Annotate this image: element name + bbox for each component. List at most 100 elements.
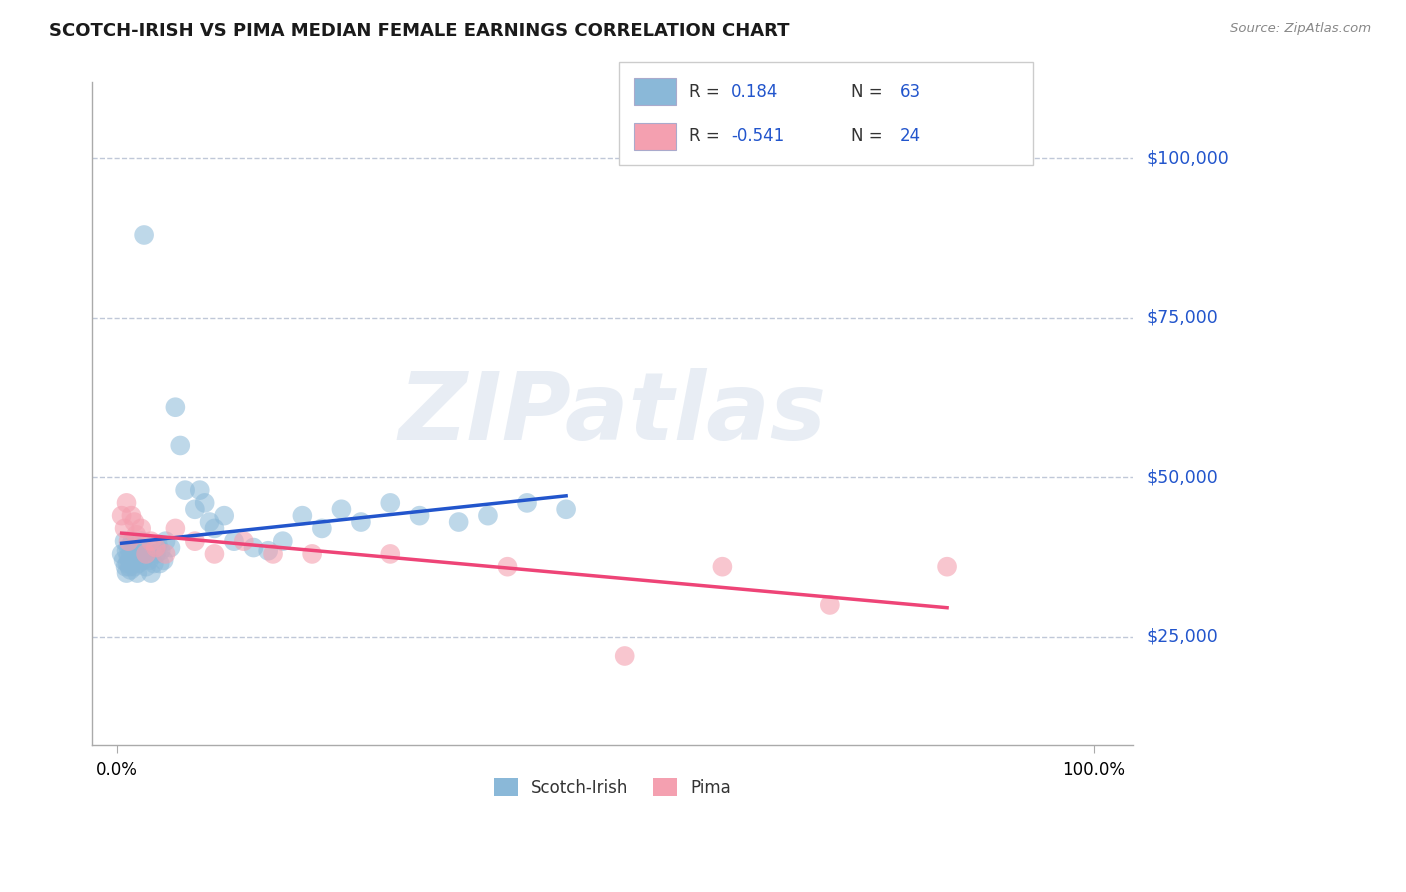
Point	[165, 401, 187, 415]
Point	[818, 598, 841, 612]
Legend: Scotch-Irish, Pima: Scotch-Irish, Pima	[488, 772, 737, 804]
Point	[120, 557, 142, 571]
Point	[271, 534, 294, 549]
Point	[242, 541, 264, 555]
Point	[120, 547, 142, 561]
Text: 63: 63	[900, 83, 921, 101]
Point	[125, 547, 148, 561]
Text: ZIPatlas: ZIPatlas	[398, 368, 827, 459]
Point	[124, 543, 146, 558]
Point	[145, 541, 167, 555]
Point	[120, 553, 142, 567]
Point	[124, 553, 146, 567]
Text: R =: R =	[689, 83, 725, 101]
Point	[118, 559, 141, 574]
Point	[212, 508, 235, 523]
Point	[174, 483, 197, 497]
Point	[330, 502, 353, 516]
Point	[129, 541, 152, 555]
Text: 24: 24	[900, 128, 921, 145]
Point	[155, 534, 177, 549]
Point	[262, 547, 284, 561]
Point	[114, 534, 136, 549]
Point	[188, 483, 211, 497]
Point	[129, 521, 152, 535]
Text: -0.541: -0.541	[731, 128, 785, 145]
Point	[120, 563, 142, 577]
Point	[146, 537, 169, 551]
Point	[155, 547, 177, 561]
Point	[115, 566, 138, 580]
Point	[114, 559, 136, 574]
Point	[129, 534, 152, 549]
Point	[232, 534, 254, 549]
Point	[194, 496, 217, 510]
Point	[516, 496, 538, 510]
Text: $100,000: $100,000	[1146, 150, 1229, 168]
Point	[138, 553, 160, 567]
Point	[128, 547, 150, 561]
Point	[159, 541, 181, 555]
Point	[115, 496, 138, 510]
Point	[149, 557, 172, 571]
Point	[152, 553, 174, 567]
Point	[127, 566, 149, 580]
Point	[124, 515, 146, 529]
Point	[122, 550, 145, 565]
Point	[139, 566, 162, 580]
Text: $50,000: $50,000	[1146, 468, 1219, 486]
Point	[127, 557, 149, 571]
Point	[184, 502, 207, 516]
Point	[117, 534, 139, 549]
Point	[114, 521, 136, 535]
Point	[936, 559, 959, 574]
Point	[139, 534, 162, 549]
Point	[711, 559, 734, 574]
Text: N =: N =	[851, 128, 887, 145]
Text: 0.184: 0.184	[731, 83, 779, 101]
Point	[198, 515, 221, 529]
Point	[111, 547, 134, 561]
Text: $75,000: $75,000	[1146, 309, 1219, 326]
Point	[124, 559, 146, 574]
Point	[350, 515, 373, 529]
Point	[135, 559, 157, 574]
Point	[204, 521, 226, 535]
Point	[120, 508, 142, 523]
Point	[555, 502, 578, 516]
Point	[117, 557, 139, 571]
Point	[447, 515, 470, 529]
Point	[131, 547, 153, 561]
Point	[136, 543, 159, 558]
Point	[380, 547, 402, 561]
Point	[117, 550, 139, 565]
Text: N =: N =	[851, 83, 887, 101]
Point	[301, 547, 323, 561]
Point	[291, 508, 314, 523]
Text: $25,000: $25,000	[1146, 628, 1219, 646]
Text: SCOTCH-IRISH VS PIMA MEDIAN FEMALE EARNINGS CORRELATION CHART: SCOTCH-IRISH VS PIMA MEDIAN FEMALE EARNI…	[49, 22, 790, 40]
Point	[380, 496, 402, 510]
Point	[142, 557, 165, 571]
Point	[169, 438, 191, 452]
Point	[165, 521, 187, 535]
Point	[132, 553, 155, 567]
Point	[257, 543, 280, 558]
Point	[111, 508, 134, 523]
Text: R =: R =	[689, 128, 725, 145]
Point	[145, 547, 167, 561]
Point	[613, 648, 636, 663]
Point	[117, 541, 139, 555]
Point	[132, 227, 155, 242]
Point	[311, 521, 333, 535]
Point	[125, 528, 148, 542]
Point	[222, 534, 245, 549]
Point	[408, 508, 430, 523]
Point	[477, 508, 499, 523]
Point	[184, 534, 207, 549]
Text: Source: ZipAtlas.com: Source: ZipAtlas.com	[1230, 22, 1371, 36]
Point	[135, 547, 157, 561]
Point	[204, 547, 226, 561]
Point	[112, 553, 135, 567]
Point	[121, 534, 143, 549]
